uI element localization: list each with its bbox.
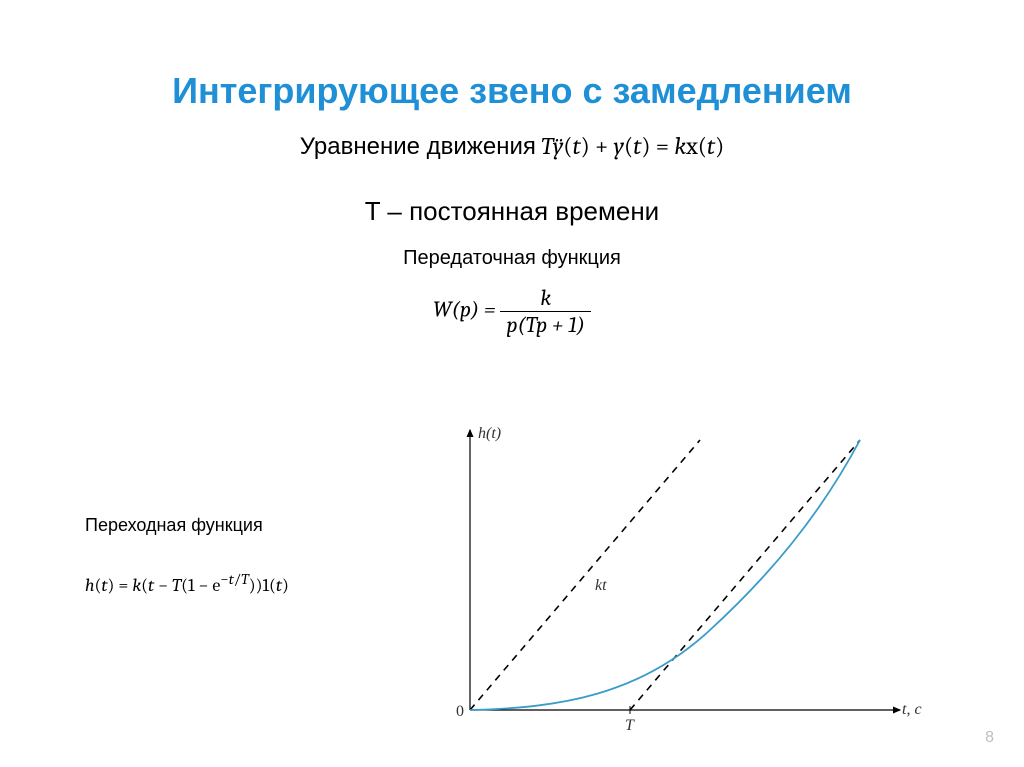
equation-formula: Tÿ(t) + y(t) = kx(t) — [541, 132, 724, 160]
transfer-lhs: W(p) = — [433, 297, 500, 323]
step-function-label: Переходная функция — [85, 515, 263, 536]
response-chart: h(t) t, c kt 0 T — [440, 420, 930, 740]
time-constant-text: T – постоянная времени — [0, 196, 1024, 227]
step-function-equation: h(t) = k(t − T(1 − e−t/T))1(t) — [85, 570, 289, 596]
transfer-numerator: k — [500, 285, 591, 312]
transfer-denominator: p(Tp + 1) — [500, 312, 591, 338]
transfer-function-equation: W(p) = k p(Tp + 1) — [0, 285, 1024, 338]
page-number: 8 — [985, 729, 994, 747]
lower-section: Переходная функция h(t) = k(t − T(1 − e−… — [0, 420, 1024, 760]
equation-label: Уравнение движения — [300, 133, 536, 160]
title-text: Интегрирующее звено с замедлением — [172, 70, 852, 111]
svg-text:t, c: t, c — [902, 701, 922, 718]
transfer-function-label: Передаточная функция — [0, 247, 1024, 270]
svg-text:0: 0 — [456, 703, 464, 720]
svg-text:T: T — [625, 717, 635, 734]
motion-equation: Уравнение движения Tÿ(t) + y(t) = kx(t) — [0, 132, 1024, 161]
svg-text:kt: kt — [595, 577, 607, 594]
svg-text:h(t): h(t) — [478, 425, 501, 442]
page-title: Интегрирующее звено с замедлением — [0, 0, 1024, 112]
